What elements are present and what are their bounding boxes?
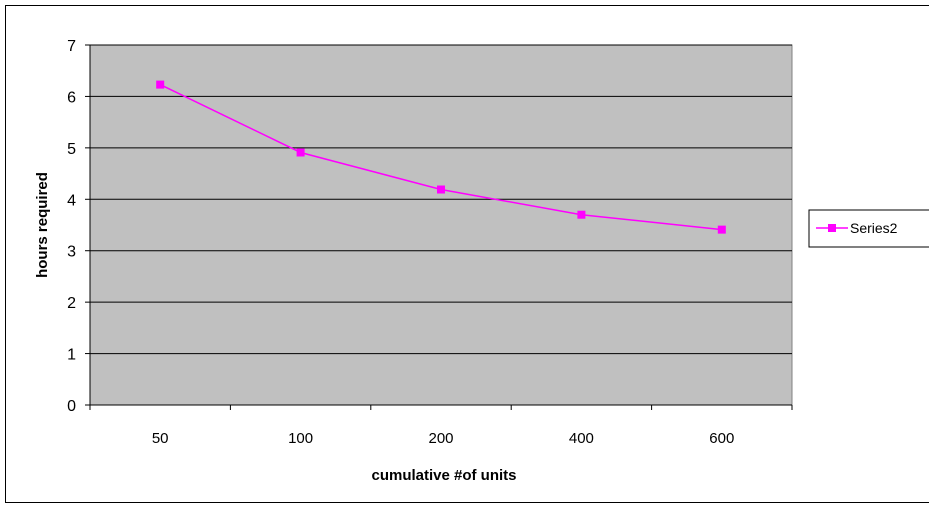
y-tick-label: 2 [67, 295, 76, 312]
y-tick-label: 1 [67, 347, 76, 364]
data-point [718, 226, 726, 234]
data-point [577, 211, 585, 219]
x-tick-label: 200 [428, 430, 453, 447]
y-tick-label: 0 [67, 398, 76, 415]
y-tick-label: 6 [67, 89, 76, 106]
plot-area [90, 45, 792, 405]
y-tick-label: 7 [67, 38, 76, 55]
legend-label-series2: Series2 [850, 220, 898, 236]
data-point [297, 148, 305, 156]
y-axis-label: hours required [34, 172, 51, 278]
x-tick-label: 50 [152, 430, 169, 447]
legend: Series2 [809, 210, 929, 247]
data-point [156, 81, 164, 89]
x-tick-label: 400 [569, 430, 594, 447]
x-tick-label: 600 [709, 430, 734, 447]
y-tick-label: 4 [67, 192, 76, 209]
data-point [437, 186, 445, 194]
x-axis-label: cumulative #of units [371, 467, 516, 484]
y-tick-label: 3 [67, 244, 76, 261]
x-tick-label: 100 [288, 430, 313, 447]
y-tick-label: 5 [67, 141, 76, 158]
legend-marker-series2 [828, 224, 836, 232]
